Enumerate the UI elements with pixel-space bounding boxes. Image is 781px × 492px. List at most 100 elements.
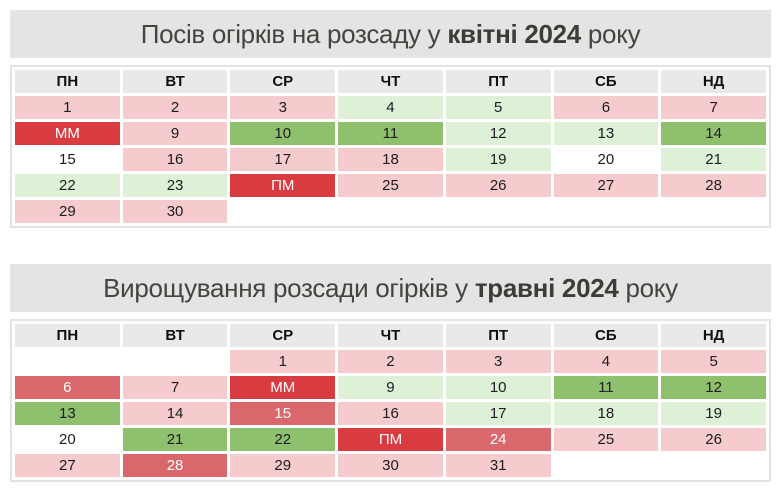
day-cell: 2 <box>338 350 443 373</box>
week-row: 6 7 ММ 9 10 11 12 <box>15 376 766 399</box>
day-cell: 27 <box>15 454 120 477</box>
title-month-year: травні 2024 <box>474 272 619 303</box>
week-row: 29 30 <box>15 200 766 223</box>
day-cell: 16 <box>122 148 228 171</box>
april-calendar-section: Посів огірків на розсаду у квітні 2024 р… <box>10 10 771 228</box>
day-cell: 6 <box>553 96 659 119</box>
day-cell: 17 <box>445 402 551 425</box>
day-cell: 20 <box>15 428 120 451</box>
day-cell: 6 <box>15 376 120 399</box>
day-cell: 30 <box>122 200 228 223</box>
day-cell: 12 <box>445 122 551 145</box>
day-cell: 22 <box>230 428 336 451</box>
may-calendar-section: Вирощування розсади огірків у травні 202… <box>10 264 771 482</box>
day-cell: 31 <box>445 454 551 477</box>
day-cell: 2 <box>122 96 228 119</box>
day-cell: 19 <box>445 148 551 171</box>
day-cell: 14 <box>122 402 228 425</box>
week-row: 22 23 ПМ 25 26 27 28 <box>15 174 766 197</box>
day-cell: 22 <box>15 174 120 197</box>
day-cell: 28 <box>122 454 228 477</box>
moon-phase-cell: ММ <box>15 122 120 145</box>
title-month-year: квітні 2024 <box>447 18 581 49</box>
weekday-header-НД: НД <box>661 324 766 347</box>
day-cell: 4 <box>553 350 659 373</box>
moon-phase-cell: ММ <box>230 376 336 399</box>
day-cell: 5 <box>445 96 551 119</box>
day-cell: 15 <box>15 148 120 171</box>
title-text: року <box>618 272 678 303</box>
weekday-header-row: ПН ВТ СР ЧТ ПТ СБ НД <box>15 324 766 347</box>
weekday-header-ВТ: ВТ <box>122 70 228 93</box>
empty-cell <box>230 200 336 223</box>
day-cell: 11 <box>338 122 443 145</box>
weekday-header-СР: СР <box>230 70 336 93</box>
empty-cell <box>15 350 120 373</box>
empty-cell <box>553 200 659 223</box>
day-cell: 18 <box>338 148 443 171</box>
day-cell: 13 <box>553 122 659 145</box>
weekday-header-ВТ: ВТ <box>122 324 228 347</box>
week-row: 20 21 22 ПМ 24 25 26 <box>15 428 766 451</box>
day-cell: 29 <box>230 454 336 477</box>
day-cell: 21 <box>122 428 228 451</box>
weekday-header-row: ПН ВТ СР ЧТ ПТ СБ НД <box>15 70 766 93</box>
weekday-header-ПТ: ПТ <box>445 324 551 347</box>
day-cell: 15 <box>230 402 336 425</box>
week-row: 13 14 15 16 17 18 19 <box>15 402 766 425</box>
day-cell: 24 <box>445 428 551 451</box>
empty-cell <box>122 350 228 373</box>
calendar-table-may: ПН ВТ СР ЧТ ПТ СБ НД 1 2 3 4 5 6 7 ММ 9 10 11 12 13 14 15 16 1… <box>10 319 771 482</box>
empty-cell <box>445 200 551 223</box>
day-cell: 14 <box>661 122 766 145</box>
moon-phase-cell: ПМ <box>230 174 336 197</box>
weekday-header-СБ: СБ <box>553 324 659 347</box>
calendar-title-may: Вирощування розсади огірків у травні 202… <box>10 264 771 312</box>
day-cell: 25 <box>553 428 659 451</box>
day-cell: 26 <box>445 174 551 197</box>
weekday-header-ПН: ПН <box>15 70 120 93</box>
empty-cell <box>661 200 766 223</box>
day-cell: 1 <box>15 96 120 119</box>
day-cell: 30 <box>338 454 443 477</box>
day-cell: 17 <box>230 148 336 171</box>
calendar-title-april: Посів огірків на розсаду у квітні 2024 р… <box>10 10 771 58</box>
day-cell: 7 <box>122 376 228 399</box>
day-cell: 23 <box>122 174 228 197</box>
empty-cell <box>661 454 766 477</box>
day-cell: 29 <box>15 200 120 223</box>
day-cell: 1 <box>230 350 336 373</box>
page: Посів огірків на розсаду у квітні 2024 р… <box>10 10 771 482</box>
title-text: року <box>580 18 641 49</box>
day-cell: 28 <box>661 174 766 197</box>
weekday-header-СР: СР <box>230 324 336 347</box>
day-cell: 12 <box>661 376 766 399</box>
empty-cell <box>553 454 659 477</box>
day-cell: 21 <box>661 148 766 171</box>
day-cell: 10 <box>230 122 336 145</box>
weekday-header-ЧТ: ЧТ <box>338 324 443 347</box>
day-cell: 11 <box>553 376 659 399</box>
title-text: Посів огірків на розсаду у <box>140 18 448 49</box>
moon-phase-cell: ПМ <box>338 428 443 451</box>
day-cell: 19 <box>661 402 766 425</box>
weekday-header-СБ: СБ <box>553 70 659 93</box>
day-cell: 26 <box>661 428 766 451</box>
day-cell: 20 <box>553 148 659 171</box>
day-cell: 10 <box>445 376 551 399</box>
calendar-table-april: ПН ВТ СР ЧТ ПТ СБ НД 1 2 3 4 5 6 7 ММ 9 10 11 12 13 14 15 16 1… <box>10 65 771 228</box>
day-cell: 3 <box>445 350 551 373</box>
day-cell: 5 <box>661 350 766 373</box>
day-cell: 4 <box>338 96 443 119</box>
title-text: Вирощування розсади огірків у <box>103 272 475 303</box>
day-cell: 9 <box>122 122 228 145</box>
day-cell: 25 <box>338 174 443 197</box>
day-cell: 27 <box>553 174 659 197</box>
day-cell: 16 <box>338 402 443 425</box>
weekday-header-ПН: ПН <box>15 324 120 347</box>
empty-cell <box>338 200 443 223</box>
week-row: 27 28 29 30 31 <box>15 454 766 477</box>
day-cell: 7 <box>661 96 766 119</box>
weekday-header-ЧТ: ЧТ <box>338 70 443 93</box>
